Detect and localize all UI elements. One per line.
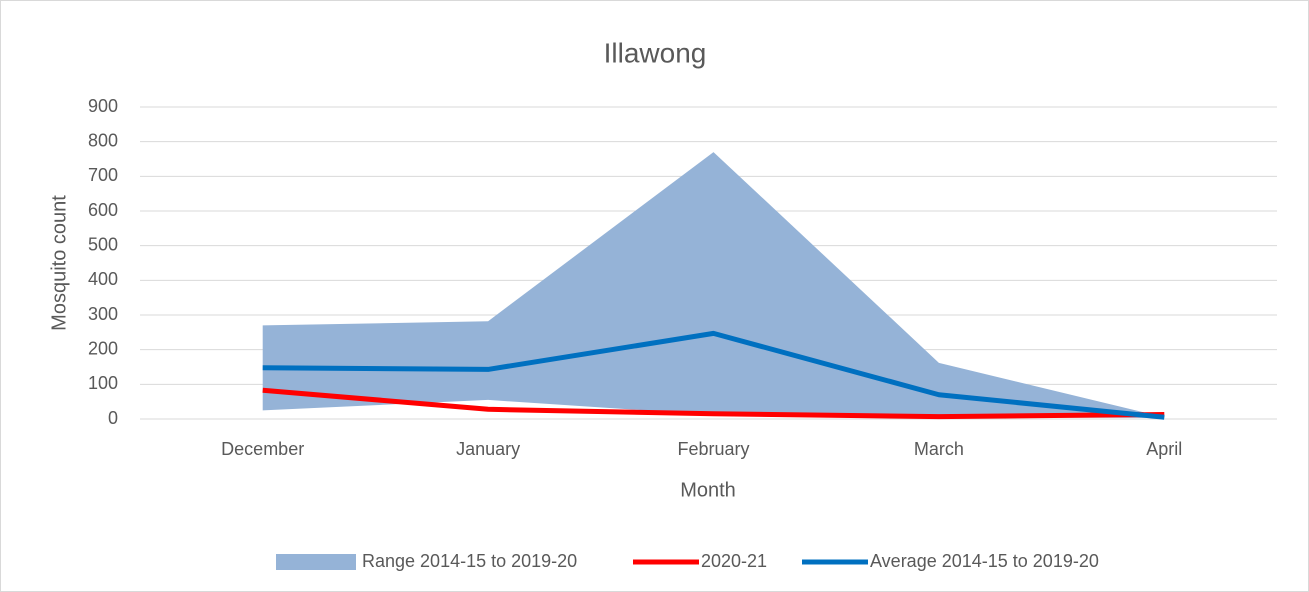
legend-label: 2020-21 [701, 551, 767, 571]
y-tick-label: 200 [88, 338, 118, 358]
y-tick-label: 400 [88, 269, 118, 289]
y-tick-label: 800 [88, 130, 118, 150]
y-tick-label: 600 [88, 200, 118, 220]
line [262, 330, 1165, 420]
x-tick-label: December [221, 439, 304, 459]
x-tick-label: March [914, 439, 964, 459]
y-tick-label: 500 [88, 234, 118, 254]
y-tick-label: 900 [88, 96, 118, 116]
legend-swatch [276, 554, 356, 570]
x-tick-label: February [677, 439, 749, 459]
x-axis-title: Month [680, 479, 736, 501]
line [262, 387, 1165, 420]
legend-label: Average 2014-15 to 2019-20 [870, 551, 1099, 571]
y-tick-label: 700 [88, 165, 118, 185]
chart-title: Illawong [604, 37, 707, 68]
x-tick-label: April [1146, 439, 1182, 459]
legend-label: Range 2014-15 to 2019-20 [362, 551, 577, 571]
range-area [262, 152, 1165, 418]
y-tick-label: 300 [88, 304, 118, 324]
y-tick-label: 100 [88, 373, 118, 393]
y-tick-label: 0 [108, 408, 118, 428]
y-axis-title: Mosquito count [48, 195, 70, 331]
x-tick-label: January [456, 439, 520, 459]
